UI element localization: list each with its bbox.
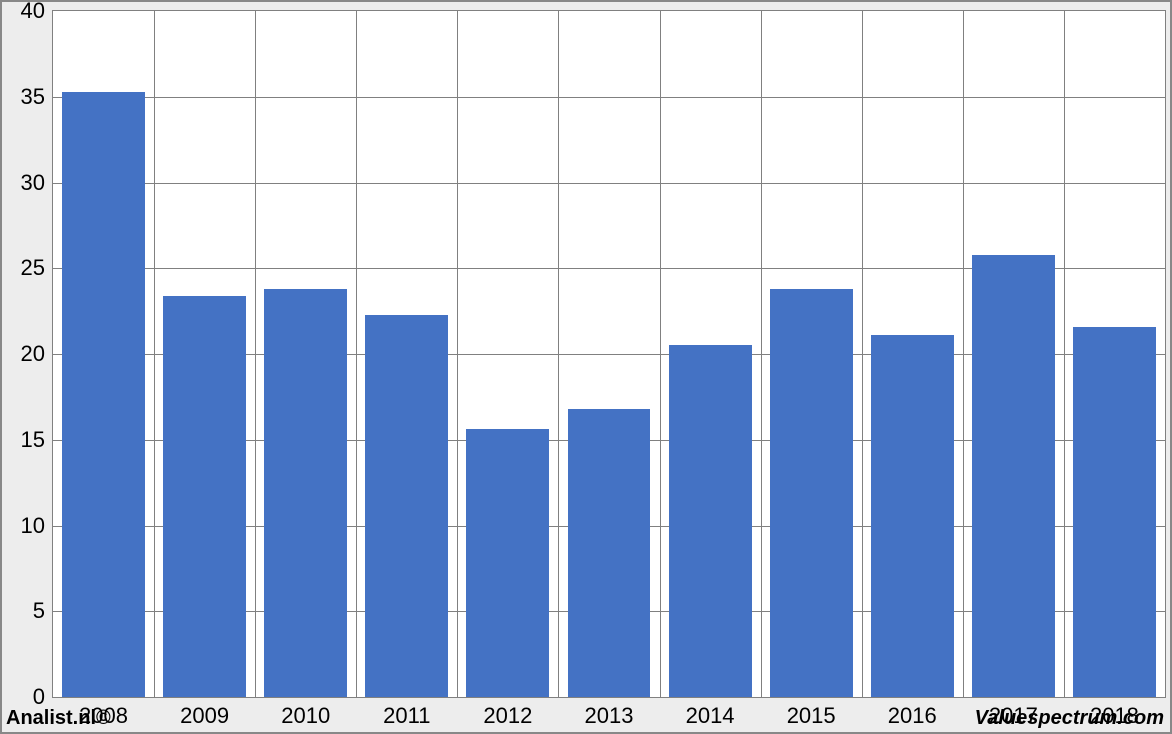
bar: [871, 335, 954, 697]
y-tick-label: 15: [21, 427, 45, 453]
bar: [264, 289, 347, 697]
x-tick-label: 2009: [180, 703, 229, 729]
x-gridline: [255, 11, 256, 697]
bar: [972, 255, 1055, 697]
y-tick-label: 5: [33, 598, 45, 624]
bar: [1073, 327, 1156, 697]
y-tick-label: 40: [21, 0, 45, 24]
bar: [365, 315, 448, 697]
x-gridline: [1064, 11, 1065, 697]
bar: [163, 296, 246, 697]
bar: [770, 289, 853, 697]
x-gridline: [862, 11, 863, 697]
footer-right-credit: Valuespectrum.com: [975, 707, 1164, 730]
x-gridline: [356, 11, 357, 697]
plot-area: 0510152025303540200820092010201120122013…: [52, 10, 1166, 698]
x-gridline: [558, 11, 559, 697]
y-gridline: [53, 97, 1165, 98]
x-tick-label: 2013: [585, 703, 634, 729]
bar: [466, 429, 549, 697]
y-tick-label: 10: [21, 513, 45, 539]
x-tick-label: 2010: [281, 703, 330, 729]
x-tick-label: 2014: [686, 703, 735, 729]
x-tick-label: 2011: [383, 703, 430, 729]
bar: [568, 409, 651, 697]
x-tick-label: 2016: [888, 703, 937, 729]
x-gridline: [660, 11, 661, 697]
x-gridline: [154, 11, 155, 697]
x-gridline: [761, 11, 762, 697]
x-gridline: [457, 11, 458, 697]
x-tick-label: 2012: [483, 703, 532, 729]
x-tick-label: 2015: [787, 703, 836, 729]
footer-left-credit: Analist.nl©: [6, 707, 111, 730]
x-gridline: [963, 11, 964, 697]
bar: [62, 92, 145, 697]
chart-container: 0510152025303540200820092010201120122013…: [0, 0, 1172, 734]
y-tick-label: 20: [21, 341, 45, 367]
y-gridline: [53, 183, 1165, 184]
y-tick-label: 35: [21, 84, 45, 110]
y-tick-label: 30: [21, 170, 45, 196]
bar: [669, 345, 752, 697]
y-tick-label: 25: [21, 255, 45, 281]
